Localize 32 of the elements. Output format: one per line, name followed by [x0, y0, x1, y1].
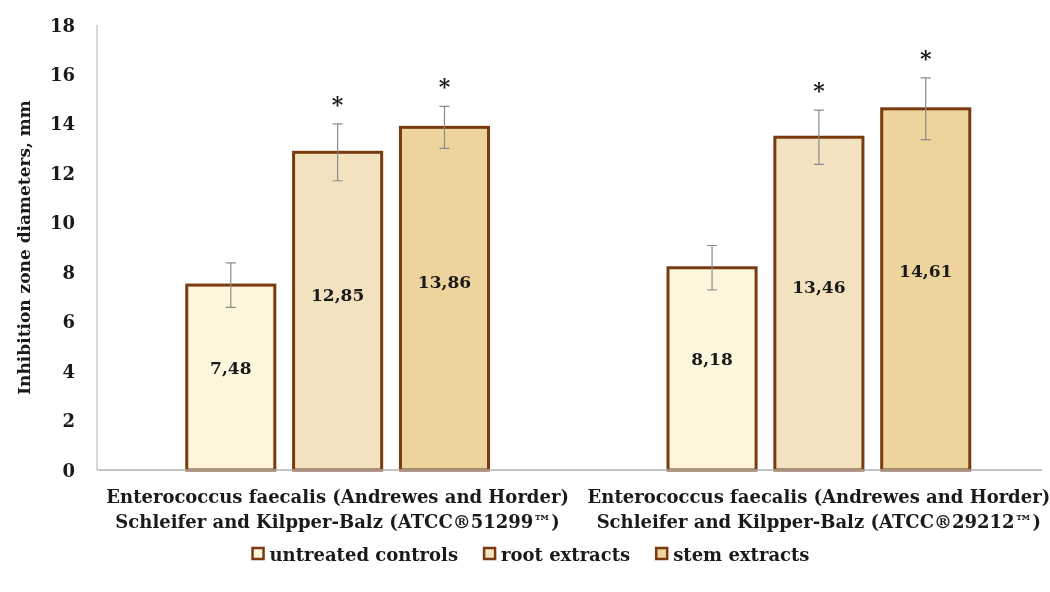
y-tick-label: 8: [62, 261, 75, 283]
y-tick-label: 0: [62, 459, 75, 481]
y-tick-label: 16: [49, 63, 75, 85]
annotation: *: [331, 90, 344, 117]
annotation: *: [438, 73, 451, 100]
legend-label: stem extracts: [673, 543, 810, 565]
x-tick-label: Enterococcus faecalis (Andrewes and Horder) Schleifer and Kilpper-Balz (ATCC®51299™): [106, 486, 569, 532]
bar: [398, 125, 491, 472]
data-label: 14,61: [899, 261, 953, 282]
y-tick-label: 4: [62, 360, 75, 382]
x-tick-label: Enterococcus faecalis (Andrewes and Horder) Schleifer and Kilpper-Balz (ATCC®29212™): [587, 486, 1050, 532]
bar: [292, 150, 384, 472]
annotation: *: [919, 44, 932, 71]
bar: [185, 283, 277, 472]
y-axis-title: Inhibition zone diameters, mm: [14, 100, 34, 395]
data-label: 13,86: [417, 271, 472, 292]
y-tick-label: 10: [49, 212, 75, 234]
annotation: *: [813, 77, 826, 104]
y-tick-label: 18: [49, 14, 75, 36]
data-label: 12,85: [311, 285, 365, 306]
bar: [773, 135, 865, 472]
y-tick-label: 2: [62, 410, 75, 432]
legend-label: root extracts: [501, 543, 631, 565]
legend-label: untreated controls: [269, 543, 459, 565]
bar: [666, 266, 758, 472]
y-tick-label: 14: [49, 113, 75, 135]
data-label: 7,48: [210, 358, 252, 379]
data-label: 13,46: [792, 276, 846, 297]
bar: [880, 107, 972, 472]
y-tick-label: 6: [62, 311, 75, 333]
data-label: 8,18: [691, 348, 733, 369]
y-tick-label: 12: [49, 162, 75, 184]
